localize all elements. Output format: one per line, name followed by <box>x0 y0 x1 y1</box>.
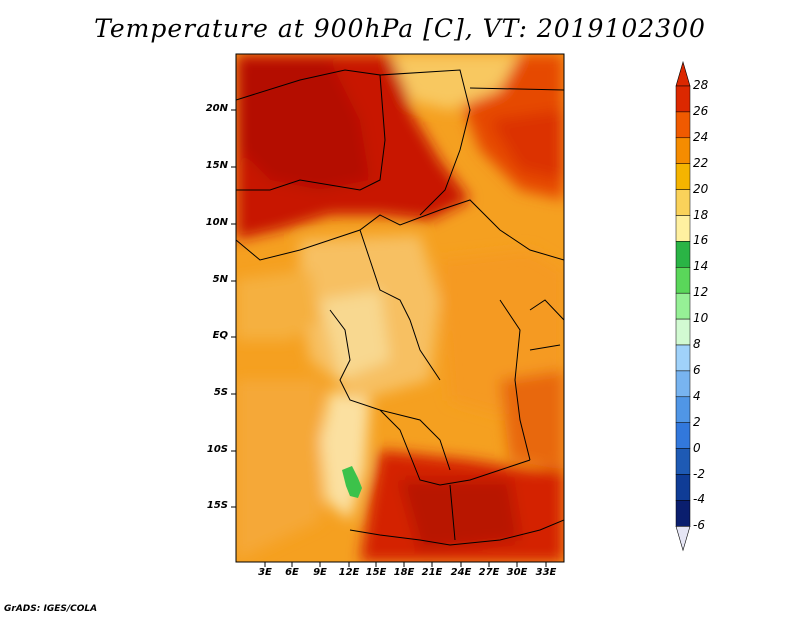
lon-label-6e: 6E <box>285 567 299 578</box>
colorbar-bin <box>675 344 691 372</box>
lat-label-10s: 10S <box>206 444 228 455</box>
colorbar-label: 6 <box>693 362 701 377</box>
colorbar-bin <box>675 318 691 346</box>
colorbar-bin <box>675 137 691 164</box>
colorbar-bin <box>675 500 691 527</box>
lon-label-30e: 30E <box>506 567 528 578</box>
colorbar-top-arrow <box>675 60 691 87</box>
colorbar-bottom-arrow <box>675 526 691 552</box>
colorbar-label: 0 <box>693 440 701 455</box>
colorbar-label: 4 <box>693 388 701 403</box>
lon-label-9e: 9E <box>313 567 327 578</box>
colorbar-bin <box>675 474 691 501</box>
colorbar-bin <box>675 241 691 268</box>
colorbar-label: 18 <box>693 207 709 222</box>
colorbar-bin <box>675 396 691 423</box>
colorbar-label: 24 <box>693 129 709 144</box>
colorbar <box>675 60 691 552</box>
map-title: Temperature at 900hPa [C], VT: 201910230… <box>94 14 706 43</box>
colorbar-label: 26 <box>693 103 709 118</box>
colorbar-label: 28 <box>693 78 709 92</box>
lat-label-20n: 20N <box>205 103 228 114</box>
lon-label-18e: 18E <box>393 567 415 578</box>
colorbar-bin <box>675 448 691 475</box>
colorbar-bin <box>675 292 691 320</box>
lon-label-27e: 27E <box>478 567 500 578</box>
lon-label-21e: 21E <box>421 567 443 578</box>
colorbar-bin <box>675 163 691 190</box>
colorbar-label: -6 <box>693 518 705 533</box>
lat-label-5s: 5S <box>213 387 228 398</box>
colorbar-label: -2 <box>693 466 705 481</box>
lon-label-3e: 3E <box>258 567 272 578</box>
colorbar-label: 10 <box>693 311 709 326</box>
colorbar-bin <box>675 111 691 139</box>
lat-label-5n: 5N <box>212 274 228 285</box>
colorbar-bin <box>675 85 691 113</box>
colorbar-bin <box>675 422 691 449</box>
lat-label-eq: EQ <box>212 330 228 341</box>
colorbar-bin <box>675 215 691 242</box>
colorbar-label: 14 <box>693 259 709 274</box>
colorbar-bin <box>675 370 691 398</box>
lat-label-10n: 10N <box>205 217 228 228</box>
credit-text: GrADS: IGES/COLA <box>4 604 98 614</box>
lat-label-15n: 15N <box>205 160 228 171</box>
colorbar-label: -4 <box>693 492 705 507</box>
colorbar-label: 8 <box>693 337 701 351</box>
colorbar-label: 20 <box>693 181 709 196</box>
colorbar-bin <box>675 189 691 216</box>
lon-label-33e: 33E <box>535 567 557 578</box>
colorbar-label: 22 <box>693 155 709 170</box>
temperature-field <box>236 54 564 562</box>
colorbar-label: 12 <box>693 285 709 300</box>
colorbar-label: 16 <box>693 233 709 248</box>
lon-label-24e: 24E <box>450 567 472 578</box>
lon-label-15e: 15E <box>365 567 387 578</box>
lat-label-15s: 15S <box>206 500 228 511</box>
colorbar-bin <box>675 267 691 294</box>
colorbar-label: 2 <box>693 414 701 429</box>
lon-label-12e: 12E <box>338 567 360 578</box>
